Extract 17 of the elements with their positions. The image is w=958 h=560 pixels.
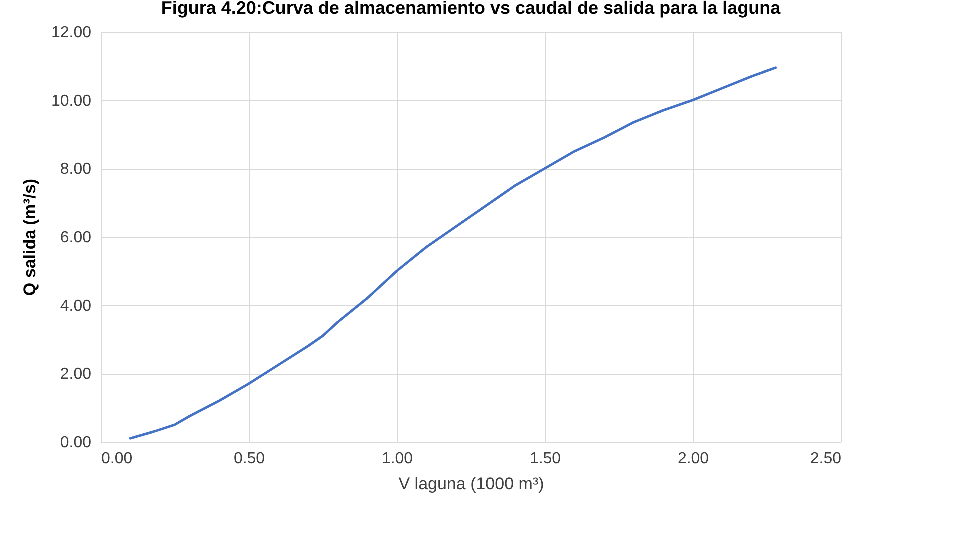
x-axis-title: V laguna (1000 m³) — [398, 474, 544, 494]
y-tick-label: 6.00 — [60, 230, 92, 246]
y-tick-label: 12.00 — [51, 24, 92, 42]
x-tick-label: 1.00 — [382, 450, 414, 468]
y-tick-label: 10.00 — [51, 92, 92, 110]
y-axis-title: Q salida (m³/s) — [20, 178, 40, 296]
line-series — [129, 66, 778, 440]
y-tick-label: 8.00 — [60, 161, 92, 178]
y-tick-label: 0.00 — [60, 434, 92, 452]
x-tick-label: 0.50 — [234, 450, 266, 468]
x-tick-label: 2.50 — [810, 450, 842, 468]
x-tick-label: 2.00 — [678, 450, 710, 468]
y-tick-label: 4.00 — [60, 298, 92, 315]
y-tick-label: 2.00 — [60, 366, 92, 384]
x-tick-label: 0.00 — [102, 450, 133, 468]
x-tick-label: 1.50 — [530, 450, 562, 468]
chart-title: Figura 4.20:Curva de almacenamiento vs caudal de salida para la laguna — [161, 0, 782, 18]
